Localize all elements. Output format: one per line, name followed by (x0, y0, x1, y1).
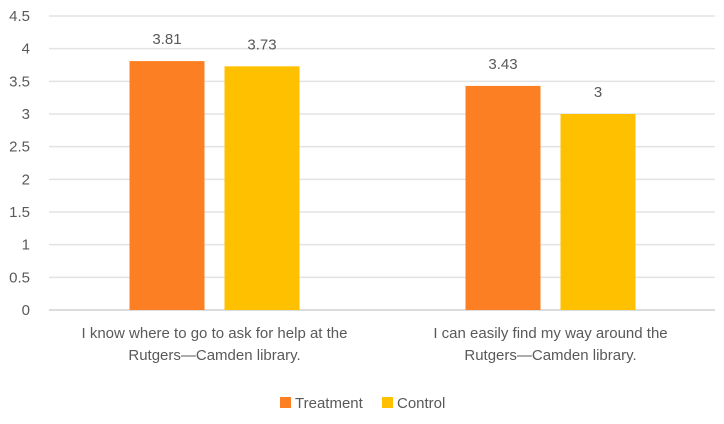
legend-swatch-control (382, 397, 393, 408)
legend-label: Control (397, 395, 445, 412)
bar-control (560, 114, 636, 310)
bar-treatment (129, 61, 205, 310)
y-tick-label: 4 (22, 41, 30, 58)
y-tick-label: 2.5 (9, 139, 30, 156)
legend-swatch-treatment (280, 397, 291, 408)
y-tick-label: 3.5 (9, 73, 30, 90)
legend-label: Treatment (295, 395, 364, 412)
x-tick-label: Rutgers—Camden library. (128, 347, 300, 364)
data-label: 3.73 (247, 36, 276, 53)
y-tick-label: 3 (22, 106, 30, 123)
y-tick-label: 1.5 (9, 204, 30, 221)
y-tick-label: 4.5 (9, 8, 30, 25)
bar-control (224, 66, 300, 310)
bar-treatment (465, 85, 541, 310)
y-tick-label: 1 (22, 237, 30, 254)
x-tick-label: I know where to go to ask for help at th… (82, 325, 348, 342)
y-tick-label: 0 (22, 302, 30, 319)
data-label: 3 (594, 84, 602, 101)
y-tick-label: 2 (22, 171, 30, 188)
data-label: 3.81 (152, 31, 181, 48)
y-tick-label: 0.5 (9, 269, 30, 286)
x-tick-label: Rutgers—Camden library. (464, 347, 636, 364)
data-label: 3.43 (488, 56, 517, 73)
x-tick-label: I can easily find my way around the (433, 325, 667, 342)
